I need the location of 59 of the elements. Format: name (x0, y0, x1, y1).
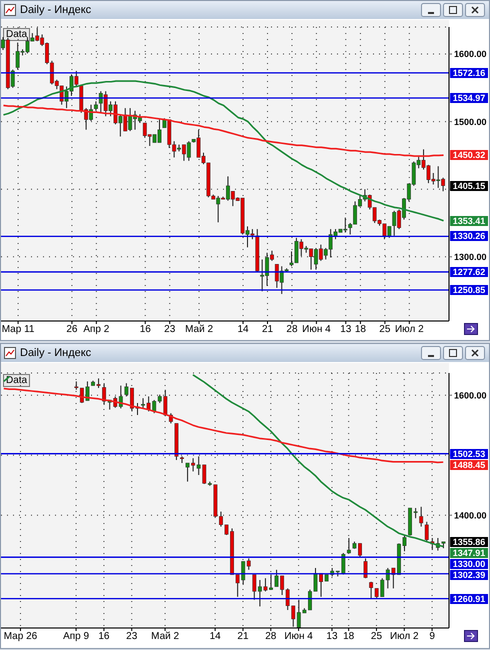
ref-line-label: 1330.00 (450, 558, 488, 569)
x-tick-label: 14 (210, 631, 222, 642)
chart-title: Daily - Индекс (20, 4, 92, 16)
ref-line-label: 1260.91 (450, 594, 488, 604)
ref-line-label: 1534.97 (450, 92, 488, 103)
x-tick-label: 26 (66, 324, 78, 335)
ref-line-label: 1502.53 (450, 448, 488, 459)
data-label: 1488.45 (450, 460, 488, 470)
x-tick-label: Июл 2 (394, 324, 424, 335)
x-tick-label: Апр 9 (63, 631, 90, 642)
text: 1355.86 (452, 536, 486, 547)
x-tick-label: 16 (140, 324, 152, 335)
x-tick-label: Май 2 (151, 631, 180, 642)
x-tick-label: 13 (326, 631, 338, 642)
ref-line-label: 1302.39 (450, 570, 488, 580)
data-label: 1353.41 (450, 216, 488, 226)
x-tick-label: 14 (238, 324, 250, 335)
ref-line-label: 1572.16 (450, 68, 488, 78)
x-tick-label: Мар 11 (2, 324, 35, 335)
x-tick-label: 21 (262, 324, 274, 335)
annotation: Data (3, 28, 30, 41)
candlestick (94, 100, 98, 112)
text: 1405.15 (452, 180, 486, 191)
x-tick-label: Июн 4 (284, 631, 314, 642)
x-tick-label: Апр 2 (83, 324, 110, 335)
x-tick-label: 9 (429, 631, 436, 642)
y-tick-label: 1400.00 (454, 510, 487, 520)
x-tick-label: 23 (164, 324, 176, 335)
candlestick (419, 506, 424, 528)
ref-line-label: 1277.62 (450, 266, 488, 277)
x-tick-label: 25 (370, 631, 382, 642)
x-tick-label: 28 (265, 631, 277, 642)
ref-line-label: 1250.85 (450, 285, 488, 295)
line-series (2, 104, 444, 157)
x-tick-label: Июл 2 (390, 631, 420, 642)
x-tick-label: Май 2 (185, 324, 214, 335)
ref-line-label: 1330.26 (450, 231, 488, 242)
data-label: 1450.32 (450, 150, 488, 160)
candlestick (424, 521, 429, 542)
annotation: Data (3, 374, 30, 387)
x-tick-label: Июн 4 (302, 324, 332, 335)
candlestick (369, 581, 374, 598)
x-tick-label: Мар 26 (4, 631, 38, 642)
y-tick-label: 1600.00 (454, 49, 487, 60)
data-label: 1347.91 (450, 548, 488, 558)
candlestick (346, 538, 351, 554)
x-tick-label: 25 (379, 324, 391, 335)
x-tick-label: 18 (343, 631, 355, 642)
x-tick-label: 21 (237, 631, 249, 642)
line-series (2, 388, 444, 464)
y-tick-label: 1500.00 (454, 116, 487, 127)
chart-title: Daily - Индекс (20, 347, 92, 359)
x-tick-label: 23 (126, 631, 138, 642)
x-tick-label: 13 (340, 324, 352, 335)
x-tick-label: 16 (98, 631, 110, 642)
x-tick-label: 28 (286, 324, 298, 335)
x-tick-label: 18 (354, 324, 366, 335)
y-tick-label: 1600.00 (454, 390, 487, 400)
y-tick-label: 1300.00 (454, 252, 487, 262)
